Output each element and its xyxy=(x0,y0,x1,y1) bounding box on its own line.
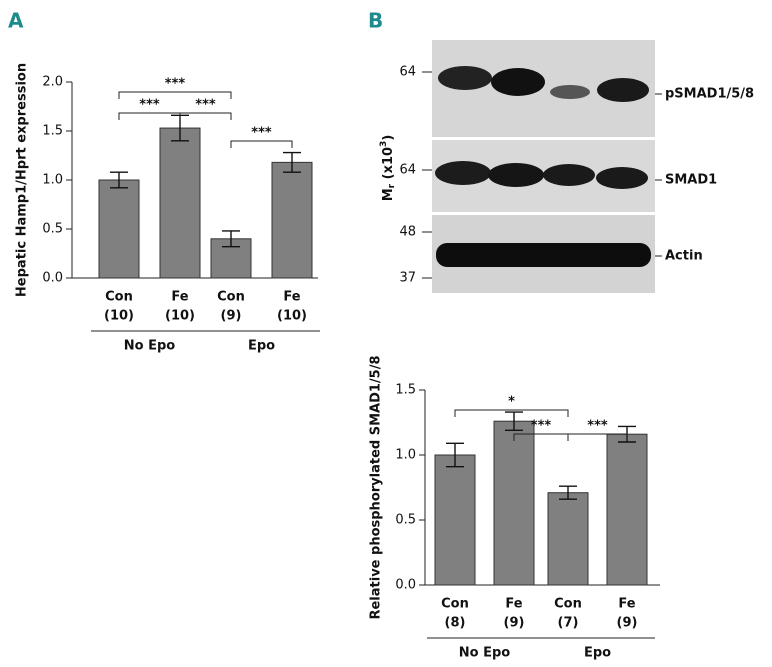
n-label: (7) xyxy=(558,616,579,631)
n-label: (10) xyxy=(277,309,307,324)
x-tick-label: Fe xyxy=(171,290,188,305)
band-label: pSMAD1/5/8 xyxy=(665,87,754,102)
bar xyxy=(159,127,201,279)
n-label: (8) xyxy=(445,616,466,631)
bar xyxy=(98,179,140,279)
significance-label: *** xyxy=(251,126,272,141)
n-label: (9) xyxy=(221,309,242,324)
y-tick-label: 0.0 xyxy=(395,578,416,593)
x-tick-label: Con xyxy=(441,597,469,612)
significance-bracket xyxy=(230,140,293,148)
significance-bracket xyxy=(118,91,232,99)
y-tick-label: 1.0 xyxy=(395,448,416,463)
x-tick-label: Fe xyxy=(505,597,522,612)
significance-bracket xyxy=(567,433,628,441)
bar xyxy=(606,433,648,586)
group-label: Epo xyxy=(248,339,275,354)
x-tick-label: Con xyxy=(217,290,245,305)
significance-label: * xyxy=(508,395,515,410)
blot-y-label: Mr (x103) xyxy=(379,135,397,202)
significance-label: *** xyxy=(531,419,552,434)
significance-bracket xyxy=(179,112,232,120)
n-label: (9) xyxy=(504,616,525,631)
panel-label: A xyxy=(8,9,24,33)
significance-bracket xyxy=(454,409,569,417)
y-axis-label: Hepatic Hamp1/Hprt expression xyxy=(15,63,30,297)
error-bar xyxy=(222,230,240,248)
error-bar xyxy=(110,171,128,189)
y-axis-label: Relative phosphorylated SMAD1/5/8 xyxy=(369,355,384,619)
band-label: SMAD1 xyxy=(665,173,717,188)
x-tick-label: Fe xyxy=(618,597,635,612)
y-tick-label: 0.5 xyxy=(42,222,63,237)
y-tick-label: 1.5 xyxy=(42,124,63,139)
significance-label: *** xyxy=(587,419,608,434)
error-bar xyxy=(283,151,301,173)
bar xyxy=(493,420,535,586)
panel-label: B xyxy=(368,9,383,33)
x-tick-label: Fe xyxy=(283,290,300,305)
y-tick-label: 1.5 xyxy=(395,383,416,398)
bar xyxy=(271,161,313,279)
blot-image xyxy=(432,40,655,293)
error-bar xyxy=(559,485,577,500)
marker-label: 64 xyxy=(399,65,416,80)
group-label: No Epo xyxy=(124,339,176,354)
bar xyxy=(547,492,589,586)
y-tick-label: 0.0 xyxy=(42,271,63,286)
y-tick-label: 1.0 xyxy=(42,173,63,188)
x-tick-label: Con xyxy=(105,290,133,305)
marker-label: 64 xyxy=(399,163,416,178)
n-label: (9) xyxy=(617,616,638,631)
error-bar xyxy=(505,411,523,431)
significance-label: *** xyxy=(165,77,186,92)
y-tick-label: 0.5 xyxy=(395,513,416,528)
x-tick-label: Con xyxy=(554,597,582,612)
significance-label: *** xyxy=(139,98,160,113)
marker-label: 48 xyxy=(399,225,416,240)
bar xyxy=(434,454,476,586)
band-label: Actin xyxy=(665,249,703,264)
group-label: Epo xyxy=(584,646,611,661)
n-label: (10) xyxy=(104,309,134,324)
significance-label: *** xyxy=(195,98,216,113)
y-tick-label: 2.0 xyxy=(42,75,63,90)
significance-bracket xyxy=(118,112,181,120)
marker-label: 37 xyxy=(399,271,416,286)
error-bar xyxy=(446,442,464,468)
group-label: No Epo xyxy=(459,646,511,661)
n-label: (10) xyxy=(165,309,195,324)
